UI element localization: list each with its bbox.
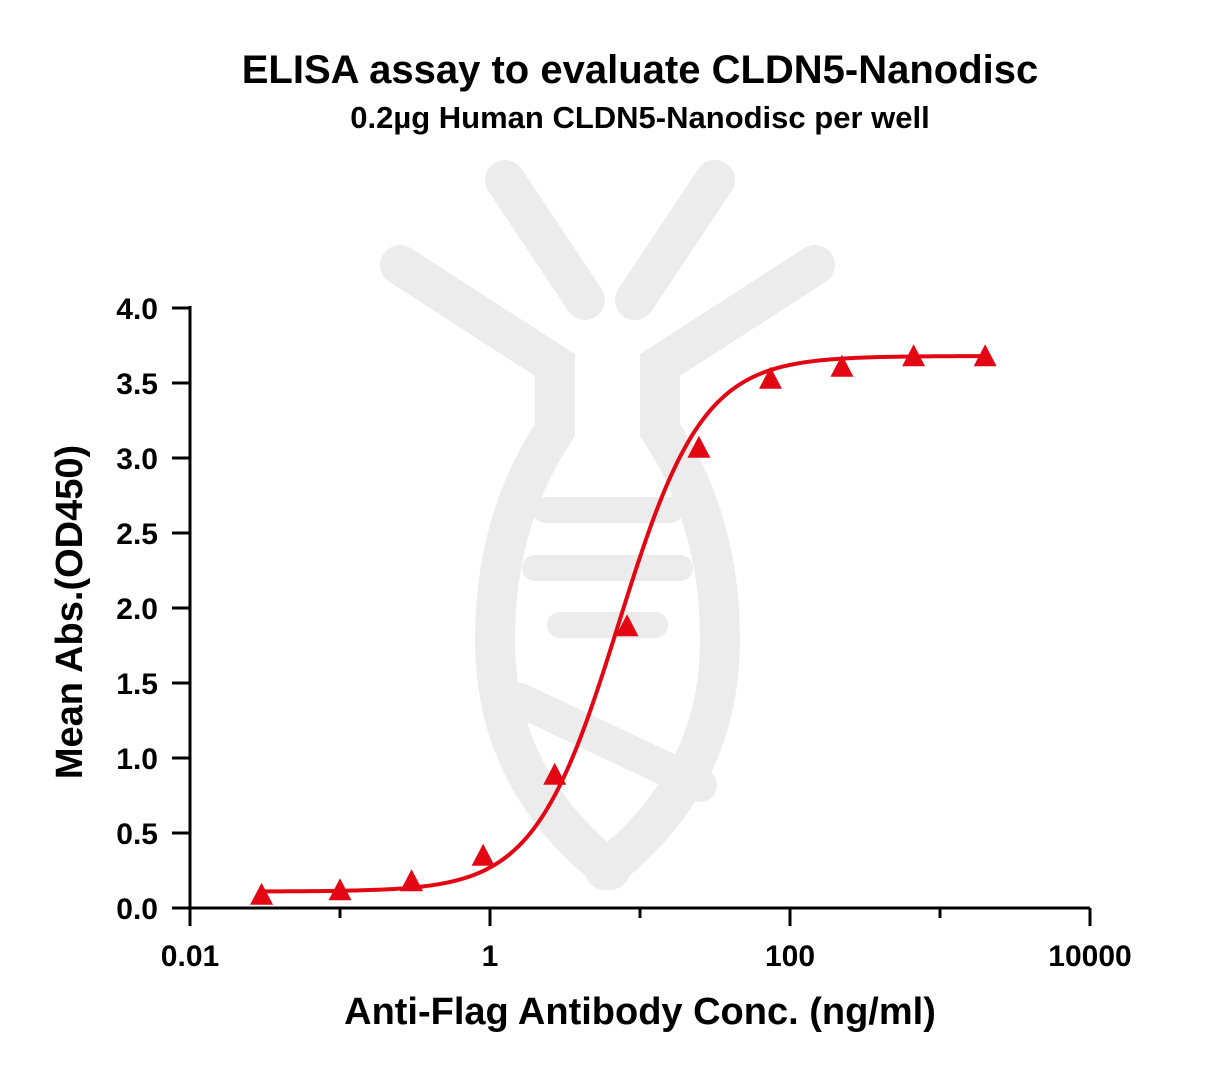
y-ticks: 0.0 0.5 1.0 1.5 2.0 2.5 3.0 3.5 4.0 xyxy=(116,293,190,926)
data-point xyxy=(830,354,854,377)
y-axis-label: Mean Abs.(OD450) xyxy=(49,445,91,779)
data-point xyxy=(328,878,352,901)
x-ticks: 0.01 1 100 10000 xyxy=(161,908,1132,973)
data-point xyxy=(687,435,711,458)
y-tick-label: 1.5 xyxy=(116,668,158,701)
y-tick-label: 3.5 xyxy=(116,368,158,401)
x-axis-label: Anti-Flag Antibody Conc. (ng/ml) xyxy=(344,991,936,1033)
data-point xyxy=(543,762,567,785)
x-tick-label: 1 xyxy=(482,940,499,973)
data-point xyxy=(250,882,274,905)
data-point xyxy=(973,344,997,367)
y-tick-label: 0.5 xyxy=(116,818,158,851)
x-tick-label: 10000 xyxy=(1048,940,1131,973)
data-point xyxy=(902,344,926,367)
watermark-logo xyxy=(380,160,835,890)
data-point xyxy=(471,843,495,866)
y-tick-label: 4.0 xyxy=(116,293,158,326)
chart-title: ELISA assay to evaluate CLDN5-Nanodisc xyxy=(242,48,1039,92)
data-point xyxy=(758,366,782,389)
points-layer xyxy=(250,344,997,905)
chart-subtitle: 0.2µg Human CLDN5-Nanodisc per well xyxy=(350,100,929,135)
fit-layer xyxy=(261,354,986,894)
y-tick-label: 3.0 xyxy=(116,443,158,476)
y-tick-label: 1.0 xyxy=(116,743,158,776)
y-tick-label: 2.5 xyxy=(116,518,158,551)
x-tick-label: 100 xyxy=(765,940,815,973)
y-tick-label: 2.0 xyxy=(116,593,158,626)
data-point xyxy=(615,614,639,637)
data-point xyxy=(400,869,424,892)
fit-curve xyxy=(261,354,986,894)
x-tick-label: 0.01 xyxy=(161,940,219,973)
y-tick-label: 0.0 xyxy=(116,893,158,926)
